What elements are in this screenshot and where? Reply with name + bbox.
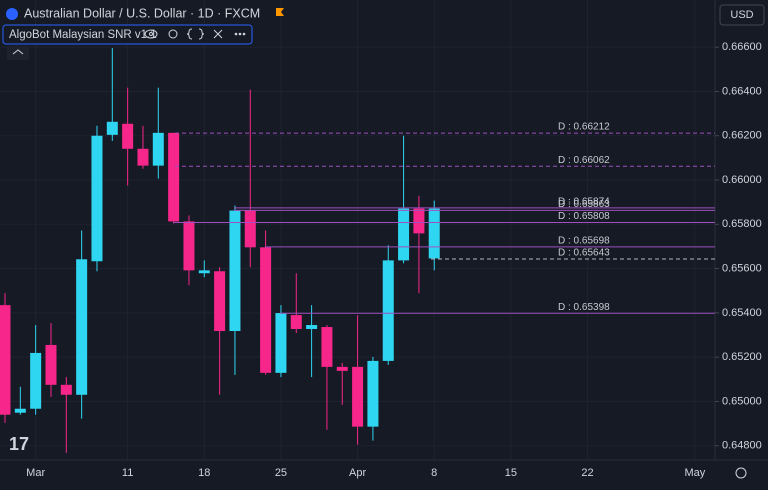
chart-title: Australian Dollar / U.S. Dollar · 1D · F…: [24, 6, 260, 20]
x-tick-label: 8: [431, 467, 437, 479]
candle-body: [413, 208, 425, 234]
y-tick-label: 0.65000: [722, 395, 762, 407]
candle-body: [152, 132, 164, 166]
candle-body: [198, 270, 210, 274]
level-label: D : 0.65863: [558, 199, 610, 210]
candle-body: [398, 208, 410, 261]
candle-body: [336, 366, 348, 371]
candle-body: [76, 259, 88, 395]
candle-body: [122, 123, 134, 149]
indicator-icons[interactable]: [144, 28, 223, 40]
level-label: D : 0.65808: [558, 211, 610, 222]
candle-body: [367, 360, 379, 427]
y-tick-label: 0.66400: [722, 85, 762, 97]
y-tick-label: 0.66600: [722, 41, 762, 53]
x-tick-label: 15: [505, 467, 517, 479]
candle-body: [45, 344, 57, 385]
candle-body: [229, 210, 241, 332]
candle-body: [137, 148, 149, 166]
candle-body: [275, 313, 287, 373]
indicator-name: AlgoBot Malaysian SNR v1.1: [9, 29, 157, 41]
y-tick-label: 0.65400: [722, 307, 762, 319]
y-tick-label: 0.65200: [722, 351, 762, 363]
settings-icon[interactable]: [735, 467, 747, 479]
candle-body: [214, 271, 226, 332]
x-tick-label: May: [684, 467, 705, 479]
collapse-icon: [12, 49, 24, 55]
candle-body: [352, 366, 364, 427]
candle-body: [30, 352, 42, 409]
candle-body: [60, 384, 72, 395]
candle-body: [260, 247, 272, 373]
y-tick-label: 0.65800: [722, 218, 762, 230]
y-tick-label: 0.66200: [722, 130, 762, 142]
flag-icon: [276, 8, 284, 16]
level-label: D : 0.65398: [558, 302, 610, 313]
collapse-button[interactable]: [7, 46, 29, 60]
level-label: D : 0.66062: [558, 155, 610, 166]
candle-body: [382, 260, 394, 361]
more-icon[interactable]: [234, 32, 246, 36]
y-tick-label: 0.65600: [722, 262, 762, 274]
level-label: D : 0.65698: [558, 236, 610, 247]
y-tick-label: 0.64800: [722, 440, 762, 452]
candle-body: [183, 221, 195, 271]
level-label: D : 0.65874: [558, 197, 610, 208]
level-label: D : 0.66212: [558, 122, 610, 133]
x-tick-label: Mar: [26, 467, 45, 479]
x-tick-label: 25: [275, 467, 287, 479]
candle-body: [321, 327, 333, 367]
candle-body: [106, 121, 118, 135]
candle-body: [14, 408, 26, 413]
candle-body: [428, 208, 440, 259]
symbol-icon: [6, 8, 18, 20]
x-tick-label: 18: [198, 467, 210, 479]
candle-body: [168, 132, 180, 222]
x-tick-label: Apr: [349, 467, 366, 479]
candle-body: [0, 305, 11, 415]
level-label: D : 0.65643: [558, 248, 610, 259]
candle-body: [91, 135, 103, 262]
candle-body: [290, 315, 302, 330]
candle-body: [306, 325, 318, 330]
currency-button[interactable]: [719, 4, 765, 26]
x-tick-label: 22: [581, 467, 593, 479]
candle-body: [244, 210, 256, 248]
currency: USD: [730, 9, 753, 21]
x-tick-label: 11: [122, 467, 133, 479]
logo: 17: [9, 434, 29, 454]
y-tick-label: 0.66000: [722, 174, 762, 186]
